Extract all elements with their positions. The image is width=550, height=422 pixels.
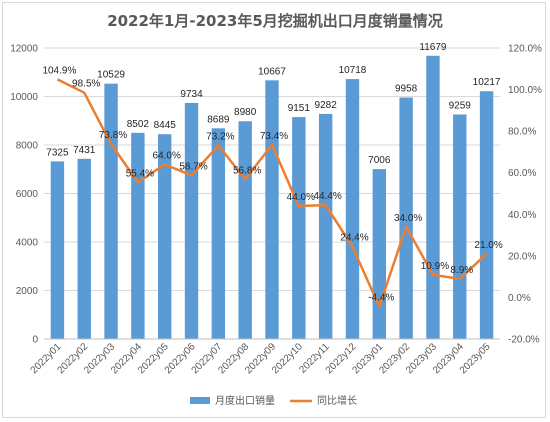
- bar-data-label: 10217: [473, 77, 501, 88]
- line-path: [56, 78, 488, 308]
- left-axis-ticks: 0 2000 4000 6000 8000 10000 12000: [10, 44, 38, 346]
- left-axis-tick-label: 8000: [16, 141, 39, 152]
- right-axis-tick-label: 80.0%: [508, 127, 536, 138]
- bar-data-label: 7325: [46, 147, 69, 158]
- line-data-label: 73.8%: [99, 130, 127, 141]
- bar-data-labels: 7325 7431 10529 8502 8445 9734 8689 8980 10667 91…: [46, 42, 501, 166]
- bar-data-label: 9151: [288, 103, 311, 114]
- bar: [184, 102, 199, 339]
- line-data-label: 21.0%: [474, 240, 502, 251]
- line-data-label: 56.8%: [233, 165, 261, 176]
- bar: [453, 114, 467, 339]
- line-data-label: 73.4%: [260, 131, 288, 142]
- bar: [372, 169, 386, 339]
- bar: [399, 97, 413, 340]
- left-axis-tick-label: 2000: [16, 286, 39, 297]
- line-series: [56, 78, 488, 308]
- left-axis-tick-label: 6000: [16, 189, 39, 200]
- bar: [50, 161, 65, 339]
- bar-data-label: 8445: [154, 120, 177, 131]
- line-data-label: -4.4%: [368, 293, 394, 304]
- bar: [345, 79, 360, 339]
- bar-data-label: 8689: [207, 114, 230, 125]
- bar-data-label: 9958: [395, 84, 418, 95]
- line-data-label: 34.0%: [394, 213, 422, 224]
- line-data-label: 104.9%: [42, 65, 76, 76]
- bar-data-label: 10529: [97, 70, 125, 81]
- left-axis-tick-label: 0: [32, 335, 38, 346]
- bar-data-label: 8502: [127, 119, 150, 130]
- bar-data-label: 9259: [449, 100, 472, 111]
- right-axis-tick-label: 120.0%: [508, 44, 542, 55]
- bar: [426, 55, 440, 340]
- left-axis-tick-label: 4000: [16, 238, 39, 249]
- bar-data-label: 10667: [258, 66, 286, 77]
- bar-series: [50, 55, 494, 340]
- line-data-labels: 104.9% 98.5% 73.8% 55.4% 64.0%58.7% 73.2% 56.8…: [42, 65, 502, 303]
- right-axis-tick-label: 60.0%: [508, 168, 536, 179]
- line-data-label: 24.4%: [340, 233, 368, 244]
- right-axis-ticks: -20.0% 0.0% 20.0% 40.0% 60.0% 80.0% 100.0% 120.…: [508, 44, 542, 346]
- line-data-label: 58.7%: [179, 161, 207, 172]
- line-data-label: 10.9%: [421, 261, 449, 272]
- legend-bar-label: 月度出口销量: [215, 394, 275, 407]
- line-data-label: 64.0%: [153, 150, 181, 161]
- line-data-label: 98.5%: [72, 79, 100, 90]
- x-axis-ticks: 2022y012022y022022y032022y042022y052022y…: [29, 338, 500, 376]
- bar: [265, 80, 279, 339]
- bar: [131, 132, 145, 339]
- right-axis-tick-label: 40.0%: [508, 210, 536, 221]
- bar-data-label: 7431: [73, 145, 96, 156]
- left-axis-tick-label: 12000: [10, 44, 38, 55]
- bar: [238, 121, 252, 339]
- bar: [77, 158, 91, 339]
- line-data-label: 73.2%: [206, 131, 234, 142]
- bar: [104, 83, 118, 339]
- right-axis-tick-label: 100.0%: [508, 85, 542, 96]
- bar-data-label: 11679: [419, 42, 447, 53]
- line-data-label: 44.0%: [287, 192, 315, 203]
- right-axis-tick-label: 20.0%: [508, 251, 536, 262]
- bar: [479, 91, 494, 339]
- chart-title: 2022年1月-2023年5月挖掘机出口月度销量情况: [107, 12, 443, 30]
- bar: [158, 134, 172, 339]
- legend-line-label: 同比增长: [317, 394, 357, 407]
- legend: 月度出口销量 同比增长: [190, 394, 357, 407]
- right-axis-tick-label: -20.0%: [508, 335, 540, 346]
- legend-bar-swatch: [190, 397, 210, 404]
- bar-data-label: 9282: [315, 100, 338, 111]
- line-data-label: 55.4%: [126, 168, 154, 179]
- bar-data-label: 8980: [234, 107, 257, 118]
- bar-data-label: 9734: [180, 89, 203, 100]
- bar: [292, 117, 306, 339]
- line-data-label: 8.9%: [450, 265, 473, 276]
- right-axis-tick-label: 0.0%: [508, 293, 531, 304]
- bar: [211, 128, 226, 339]
- left-axis-tick-label: 10000: [10, 92, 38, 103]
- bar: [318, 113, 333, 339]
- line-data-label: 44.4%: [313, 191, 341, 202]
- bar-data-label: 10718: [339, 65, 367, 76]
- bar-data-label: 7006: [368, 155, 391, 166]
